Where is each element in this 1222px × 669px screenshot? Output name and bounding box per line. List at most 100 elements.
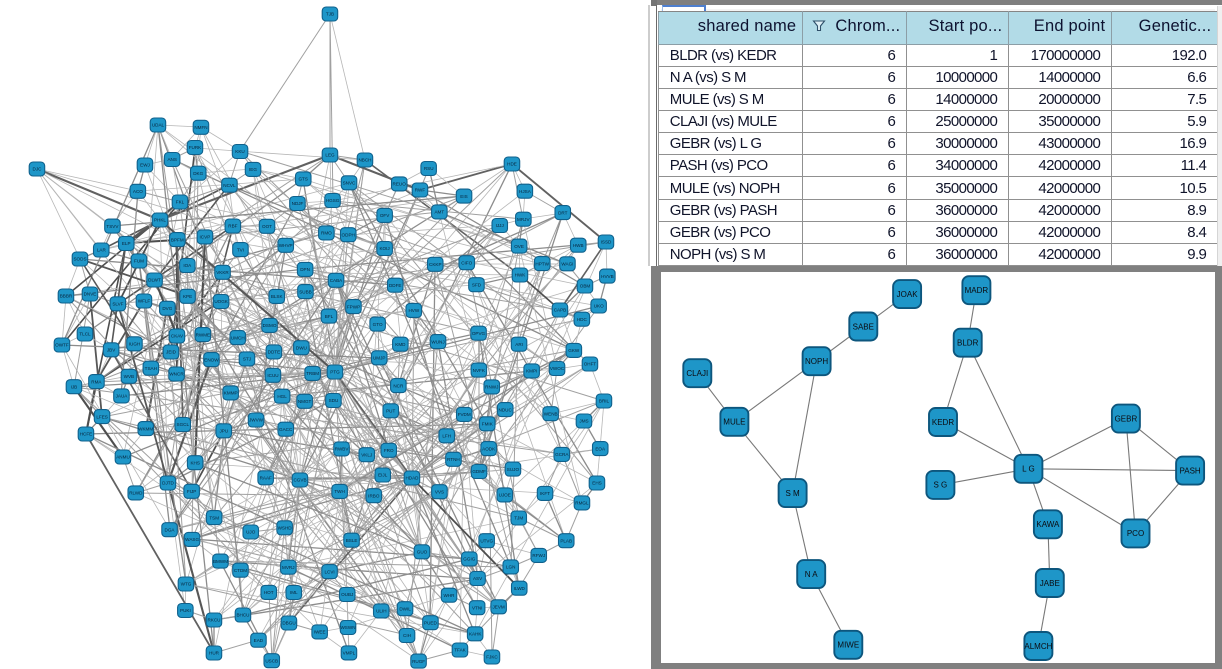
svg-text:RWF: RWF	[415, 188, 426, 193]
svg-text:PCO: PCO	[1126, 529, 1143, 538]
svg-text:KEDR: KEDR	[931, 417, 953, 426]
svg-text:IJB: IJB	[71, 384, 78, 389]
svg-text:GTO: GTO	[373, 322, 383, 327]
svg-text:HCFE: HCFE	[80, 432, 93, 437]
svg-text:MIWE: MIWE	[837, 640, 859, 649]
svg-text:UJOE: UJOE	[499, 493, 511, 498]
svg-text:CABA: CABA	[330, 278, 343, 283]
svg-text:EHS: EHS	[592, 481, 601, 486]
svg-text:JEVM: JEVM	[492, 605, 504, 610]
svg-text:KOIJ: KOIJ	[379, 246, 389, 251]
svg-text:BFL: BFL	[325, 314, 334, 319]
svg-text:SGCL: SGCL	[177, 422, 190, 427]
svg-text:NOPH: NOPH	[805, 357, 828, 366]
svg-text:PTG: PTG	[330, 370, 340, 375]
svg-text:OWTF: OWTF	[55, 343, 69, 348]
svg-text:WUNJ: WUNJ	[431, 339, 444, 344]
svg-text:JOAK: JOAK	[896, 290, 918, 299]
svg-text:DJTD: DJTD	[162, 481, 174, 486]
svg-text:JWVW: JWVW	[249, 418, 264, 423]
svg-text:EIS: EIS	[460, 194, 467, 199]
svg-text:WTG: WTG	[181, 582, 192, 587]
svg-text:FVDM: FVDM	[458, 412, 471, 417]
svg-text:JMS: JMS	[579, 419, 588, 424]
svg-text:FURK: FURK	[189, 145, 202, 150]
svg-text:NDUC: NDUC	[499, 407, 513, 412]
svg-text:N A: N A	[804, 570, 818, 579]
svg-text:LFH: LFH	[442, 434, 451, 439]
svg-text:MVRJ: MVRJ	[282, 565, 295, 570]
svg-text:SABE: SABE	[852, 322, 873, 331]
svg-text:OBM: OBM	[580, 284, 591, 289]
svg-text:KMD: KMD	[395, 342, 406, 347]
svg-text:GDMF: GDMF	[472, 469, 486, 474]
svg-text:AODK: AODK	[482, 446, 496, 451]
svg-text:IEG: IEG	[249, 167, 257, 172]
svg-text:L G: L G	[1022, 464, 1035, 473]
svg-text:WSHD: WSHD	[278, 526, 293, 531]
svg-text:WAGI: WAGI	[561, 262, 573, 267]
svg-text:BRIL: BRIL	[599, 399, 610, 404]
svg-text:TJB: TJB	[326, 12, 334, 17]
svg-text:FKL: FKL	[176, 200, 185, 205]
svg-text:NCVL: NCVL	[223, 183, 236, 188]
svg-text:IJJJ: IJJJ	[496, 223, 504, 228]
svg-text:UOGK: UOGK	[214, 299, 228, 304]
svg-text:ODPH: ODPH	[342, 232, 355, 237]
svg-text:HWK: HWK	[515, 273, 527, 278]
svg-text:KAWA: KAWA	[1036, 520, 1060, 529]
svg-text:UJO: UJO	[246, 530, 256, 535]
svg-text:KKU: KKU	[235, 149, 244, 154]
svg-text:HGSG: HGSG	[326, 198, 340, 203]
svg-text:FJKC: FJKC	[486, 655, 498, 660]
svg-text:PLAB: PLAB	[560, 538, 572, 543]
svg-text:KHS: KHS	[190, 460, 199, 465]
svg-text:HGL: HGL	[277, 394, 287, 399]
svg-text:VVS: VVS	[435, 489, 444, 494]
svg-text:RWBV: RWBV	[335, 447, 350, 452]
svg-text:FPWP: FPWP	[347, 304, 360, 309]
svg-text:VMPL: VMPL	[343, 651, 356, 656]
svg-text:UKO: UKO	[594, 304, 604, 309]
svg-text:IKFT: IKFT	[540, 491, 550, 496]
svg-text:S G: S G	[933, 480, 947, 489]
svg-text:DNVE: DNVE	[84, 292, 97, 297]
svg-text:LAR: LAR	[97, 248, 107, 253]
svg-text:S M: S M	[785, 489, 800, 498]
svg-text:KMPI: KMPI	[526, 369, 537, 374]
svg-text:ULIH: ULIH	[376, 609, 386, 614]
svg-text:VKLJ: VKLJ	[361, 452, 372, 457]
svg-text:RKCU: RKCU	[207, 618, 220, 623]
svg-text:ISSD: ISSD	[601, 240, 612, 245]
svg-text:ASV: ASV	[473, 576, 483, 581]
svg-text:PHKL: PHKL	[154, 218, 166, 223]
svg-text:GACC: GACC	[279, 427, 293, 432]
svg-text:JEID: JEID	[166, 350, 177, 355]
svg-text:EWJ: EWJ	[140, 163, 150, 168]
svg-text:JBV: JBV	[107, 348, 116, 353]
svg-text:DBGU: DBGU	[282, 621, 295, 626]
svg-text:TSVV: TSVV	[106, 224, 119, 229]
svg-text:SUBB: SUBB	[299, 289, 312, 294]
svg-text:LCVI: LCVI	[324, 569, 334, 574]
svg-text:PASH: PASH	[1179, 466, 1200, 475]
svg-text:OFV: OFV	[380, 213, 390, 218]
svg-text:BPFM: BPFM	[171, 237, 184, 242]
svg-text:WNCR: WNCR	[169, 372, 184, 377]
svg-text:CKKP: CKKP	[429, 262, 442, 267]
svg-text:TWH: TWH	[334, 489, 344, 494]
svg-text:SNVC: SNVC	[343, 181, 356, 186]
svg-text:GUO: GUO	[417, 550, 428, 555]
svg-text:OVE: OVE	[514, 244, 524, 249]
svg-text:SODS: SODS	[73, 257, 86, 262]
svg-text:BSLE: BSLE	[346, 538, 358, 543]
svg-text:SLVF: SLVF	[112, 302, 123, 307]
svg-text:HDC: HDC	[577, 317, 588, 322]
svg-text:RSU: RSU	[424, 166, 434, 171]
svg-text:WHR: WHR	[444, 593, 456, 598]
svg-text:MRJV: MRJV	[517, 217, 530, 222]
svg-text:NDJF: NDJF	[292, 201, 304, 206]
svg-text:TSM: TSM	[209, 515, 219, 520]
svg-text:ICUU: ICUU	[267, 373, 278, 378]
svg-text:IML: IML	[290, 590, 298, 595]
